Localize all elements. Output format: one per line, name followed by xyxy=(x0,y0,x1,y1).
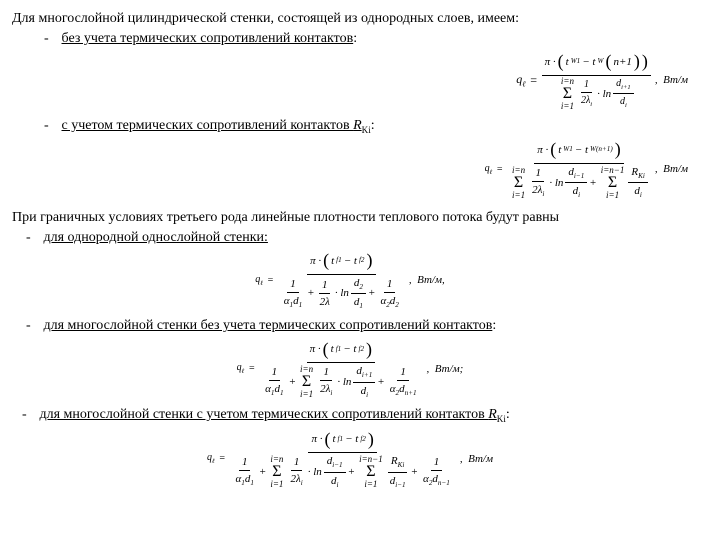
formula-5: qℓ = π · ( tf1 − tf2 ) 1α1d1 + i=nΣi=1 1… xyxy=(12,428,708,490)
dash-icon: - xyxy=(26,317,40,335)
bullet4-text: для многослойной стенки без учета термич… xyxy=(44,318,493,333)
bullet5-text: для многослойной стенки с учетом термиче… xyxy=(40,407,489,422)
dash-icon: - xyxy=(22,406,36,424)
intro-text: Для многослойной цилиндрической стенки, … xyxy=(12,10,708,28)
bullet2-text: с учетом термических сопротивлений конта… xyxy=(62,118,354,133)
bullet-4: - для многослойной стенки без учета терм… xyxy=(12,317,708,335)
formula-1: qℓ = π · ( tW1 − tW(n+1) ) i=nΣi=1 12λi … xyxy=(12,50,708,110)
para2-text: При граничных условиях третьего рода лин… xyxy=(12,209,708,227)
dash-icon: - xyxy=(26,229,40,247)
bullet-3: - для однородной однослойной стенки: xyxy=(12,229,708,247)
formula-3: qℓ = π · ( tf1 − tf2 ) 1α1d1 + 12λ · ln … xyxy=(12,249,708,311)
dash-icon: - xyxy=(44,30,58,48)
bullet1-text: без учета термических сопротивлений конт… xyxy=(62,31,354,46)
formula-4: qℓ = π · ( tf1 − tf2 ) 1α1d1 + i=nΣi=1 1… xyxy=(12,338,708,400)
bullet-2: - с учетом термических сопротивлений кон… xyxy=(12,117,708,137)
formula-2: qℓ = π · ( tW1 − tW(n+1) ) i=nΣi=1 12λi … xyxy=(12,138,708,200)
bullet-1: - без учета термических сопротивлений ко… xyxy=(12,30,708,48)
bullet-5: - для многослойной стенки с учетом терми… xyxy=(12,406,708,426)
dash-icon: - xyxy=(44,117,58,135)
bullet3-text: для однородной однослойной стенки: xyxy=(44,230,268,245)
